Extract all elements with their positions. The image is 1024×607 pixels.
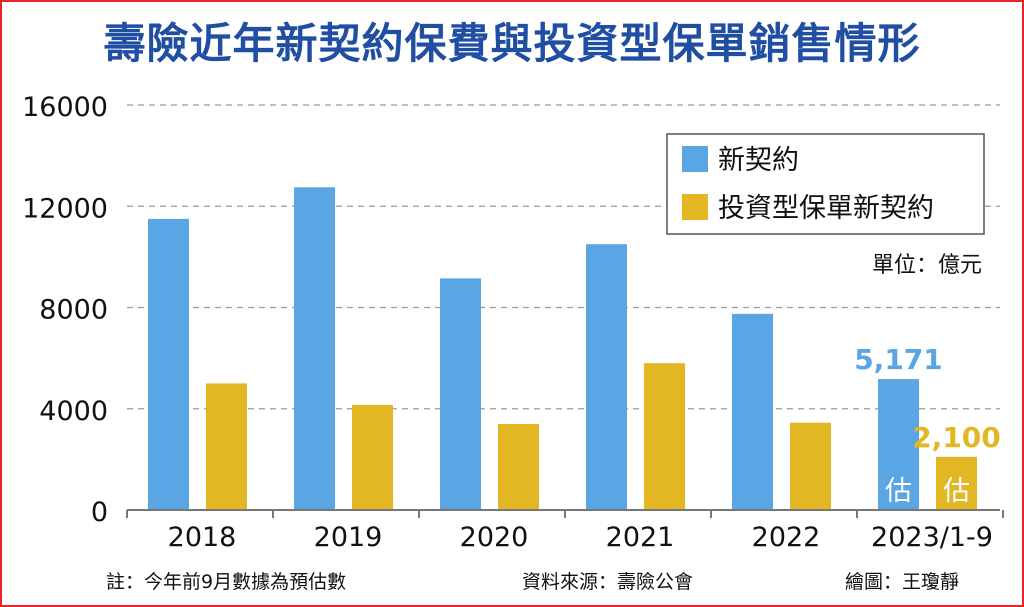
x-tick-label: 2019 (314, 522, 383, 553)
x-axis: 2018 2019 2020 2021 2022 2023/1-9 (126, 509, 1004, 553)
y-tick-label: 4000 (39, 396, 108, 427)
bar-investment-2023/1-9 (936, 456, 977, 510)
data-labels: 5,1712,100估估 (854, 343, 1001, 507)
x-tick-label: 2023/1-9 (871, 522, 993, 553)
bar-investment-2020 (498, 423, 539, 510)
legend-swatch-new-contract (682, 146, 708, 172)
x-tick-label: 2021 (606, 522, 675, 553)
x-tick-label: 2018 (168, 522, 237, 553)
bar-new-contract-2022 (732, 313, 773, 510)
y-axis: 0 4000 8000 12000 16000 (22, 92, 108, 528)
y-tick-label: 16000 (22, 92, 108, 123)
legend-box (666, 133, 985, 235)
x-tick-label: 2020 (460, 522, 529, 553)
y-tick-label: 8000 (39, 295, 108, 326)
legend-label-investment: 投資型保單新契約 (718, 193, 934, 224)
bar-investment-2022 (790, 422, 831, 510)
chart-title: 壽險近年新契約保費與投資型保單銷售情形 (103, 19, 921, 68)
bar-new-contract-2020 (440, 278, 481, 510)
y-tick-label: 0 (91, 497, 108, 528)
footer-note: 註：今年前9月數據為預估數 (106, 571, 347, 593)
bar-new-contract-2023/1-9 (878, 379, 919, 510)
legend: 新契約 投資型保單新契約 (666, 133, 985, 235)
bar-investment-2018 (206, 383, 247, 510)
estimate-label: 估 (943, 476, 970, 507)
bar-new-contract-2018 (148, 218, 189, 510)
x-tick-label: 2022 (752, 522, 821, 553)
y-tick-label: 12000 (22, 193, 108, 224)
bar-investment-2021 (644, 363, 685, 510)
bars (148, 187, 977, 510)
legend-label-new-contract: 新契約 (718, 145, 799, 176)
legend-swatch-investment (682, 194, 708, 220)
data-label: 5,171 (854, 343, 943, 376)
footer-source: 資料來源：壽險公會 (522, 571, 694, 593)
bar-new-contract-2019 (294, 187, 335, 510)
unit-label: 單位：億元 (872, 253, 982, 278)
footer-credit: 繪圖：王瓊靜 (845, 571, 960, 593)
bar-investment-2019 (352, 404, 393, 510)
data-label: 2,100 (912, 421, 1001, 454)
estimate-label: 估 (885, 476, 912, 507)
bar-new-contract-2021 (586, 244, 627, 510)
